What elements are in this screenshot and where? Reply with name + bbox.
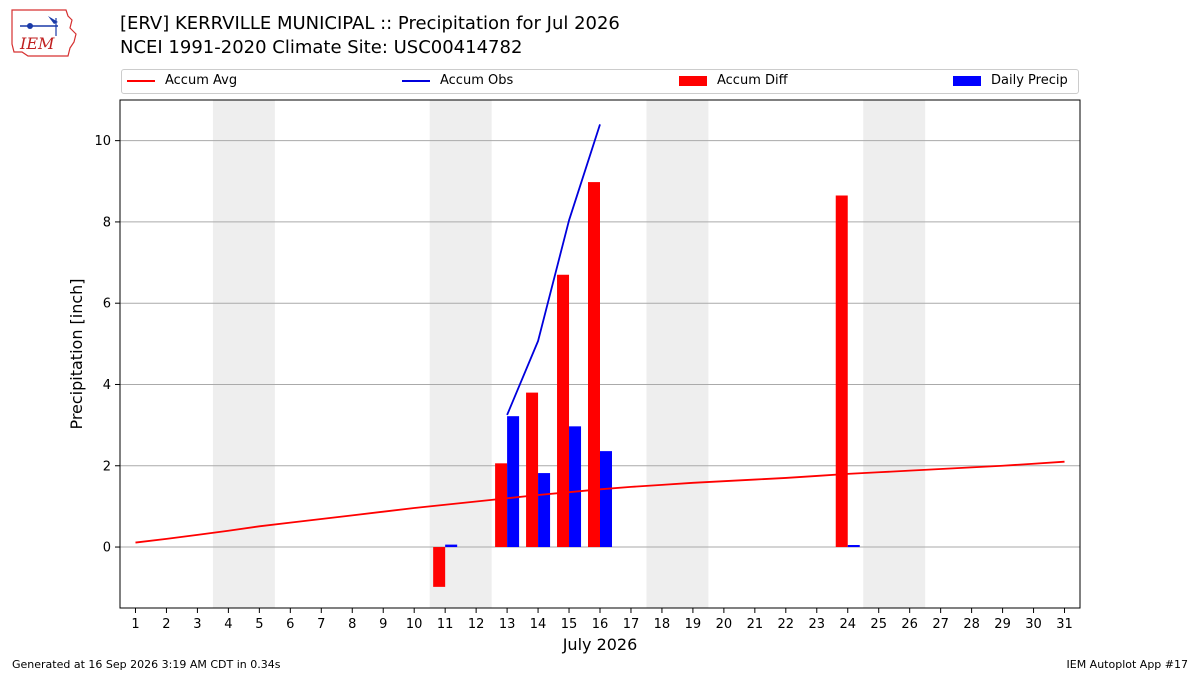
weekend-shade-3 — [646, 100, 709, 608]
x-tick-label-12: 12 — [468, 617, 485, 632]
accum-avg-line — [135, 460, 1065, 544]
x-tick-label-19: 19 — [685, 617, 702, 632]
chart-subtitle: NCEI 1991-2020 Climate Site: USC00414782 — [120, 37, 523, 58]
weekend-shade-4 — [863, 100, 926, 608]
x-tick-label-13: 13 — [499, 617, 516, 632]
x-tick-label-7: 7 — [317, 617, 325, 632]
x-tick-label-23: 23 — [809, 617, 826, 632]
legend-label-accum-obs: Accum Obs — [440, 73, 514, 88]
accum-diff-bar-16 — [588, 182, 600, 548]
daily-precip-bar-15 — [569, 426, 582, 548]
iem-logo: IEM — [11, 9, 77, 57]
accum-diff-bar-15 — [557, 274, 570, 548]
x-tick-label-20: 20 — [716, 617, 733, 632]
accum-diff-bar-14 — [526, 392, 539, 548]
weekend-shade-1 — [212, 100, 275, 608]
chart-legend: Accum Avg Accum Obs Accum Diff Daily Pre… — [121, 69, 1079, 94]
daily-precip-bar-24 — [847, 545, 860, 548]
x-tick-label-21: 21 — [747, 617, 764, 632]
daily-precip-bar-11 — [445, 544, 458, 548]
x-tick-label-1: 1 — [131, 617, 139, 632]
y-tick-label-6: 6 — [103, 297, 111, 312]
x-tick-label-11: 11 — [437, 617, 454, 632]
weekend-shade-2 — [429, 100, 492, 608]
legend-item-accum-diff: Accum Diff — [679, 73, 788, 91]
legend-swatch-accum-diff — [679, 75, 707, 86]
legend-item-daily-precip: Daily Precip — [953, 73, 1068, 91]
y-tick-label-10: 10 — [94, 134, 111, 149]
legend-item-accum-avg: Accum Avg — [127, 73, 237, 91]
autoplot-app-label: IEM Autoplot App #17 — [1066, 658, 1189, 671]
x-tick-label-16: 16 — [592, 617, 609, 632]
y-tick-label-0: 0 — [103, 541, 111, 556]
x-tick-label-30: 30 — [1025, 617, 1042, 632]
x-tick-label-17: 17 — [623, 617, 640, 632]
x-tick-label-3: 3 — [193, 617, 201, 632]
daily-precip-bar-16 — [600, 451, 612, 548]
x-tick-label-8: 8 — [348, 617, 356, 632]
x-tick-label-22: 22 — [778, 617, 795, 632]
legend-label-accum-avg: Accum Avg — [165, 73, 238, 88]
x-tick-label-4: 4 — [224, 617, 232, 632]
x-tick-label-25: 25 — [870, 617, 887, 632]
y-axis-label: Precipitation [inch] — [67, 278, 86, 429]
chart-title: [ERV] KERRVILLE MUNICIPAL :: Precipitati… — [120, 13, 620, 34]
x-tick-label-14: 14 — [530, 617, 547, 632]
x-tick-label-27: 27 — [932, 617, 949, 632]
legend-label-accum-diff: Accum Diff — [717, 73, 788, 88]
daily-precip-bar-13 — [507, 416, 520, 548]
legend-label-daily-precip: Daily Precip — [991, 73, 1068, 88]
legend-swatch-accum-avg — [127, 79, 155, 82]
x-tick-label-9: 9 — [379, 617, 387, 632]
x-tick-label-10: 10 — [406, 617, 423, 632]
x-tick-label-6: 6 — [286, 617, 294, 632]
x-tick-label-29: 29 — [994, 617, 1011, 632]
accum-obs-line — [506, 124, 601, 416]
accum-diff-bar-24 — [835, 195, 848, 548]
accum-diff-bar-13 — [495, 463, 508, 548]
x-tick-label-15: 15 — [561, 617, 578, 632]
generated-timestamp: Generated at 16 Sep 2026 3:19 AM CDT in … — [12, 658, 281, 671]
legend-item-accum-obs: Accum Obs — [402, 73, 513, 91]
x-tick-label-18: 18 — [654, 617, 671, 632]
logo-text: IEM — [19, 34, 55, 53]
accum-diff-bar-11 — [433, 547, 446, 587]
x-tick-label-2: 2 — [162, 617, 170, 632]
y-tick-label-2: 2 — [103, 459, 111, 474]
x-tick-label-28: 28 — [963, 617, 980, 632]
legend-swatch-daily-precip — [953, 75, 981, 86]
x-tick-label-26: 26 — [901, 617, 918, 632]
x-tick-label-5: 5 — [255, 617, 263, 632]
x-axis-label: July 2026 — [562, 635, 638, 654]
x-tick-label-24: 24 — [839, 617, 856, 632]
daily-precip-bar-14 — [538, 473, 551, 548]
legend-swatch-accum-obs — [402, 79, 430, 82]
x-tick-label-31: 31 — [1056, 617, 1073, 632]
y-tick-label-8: 8 — [103, 215, 111, 230]
y-tick-label-4: 4 — [103, 378, 111, 393]
